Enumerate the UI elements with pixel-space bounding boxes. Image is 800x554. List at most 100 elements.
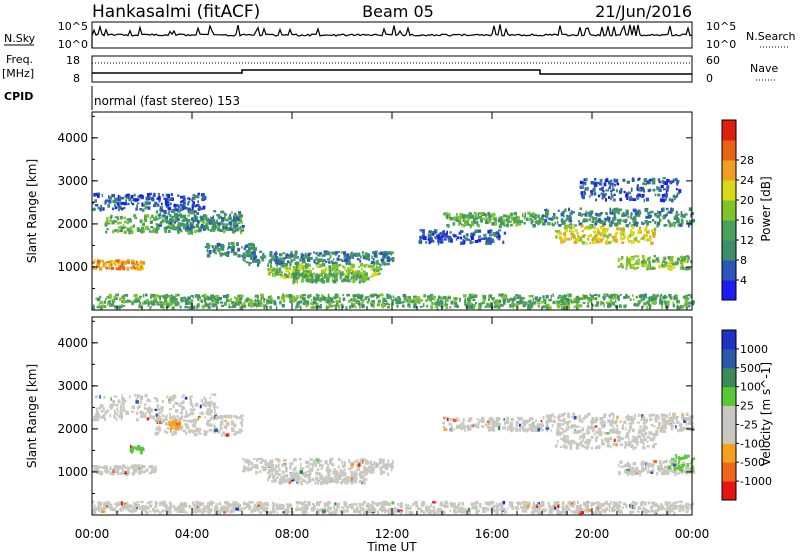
data-cell [469, 305, 473, 309]
data-cell [285, 467, 288, 471]
data-cell [228, 303, 231, 308]
data-cell [545, 419, 548, 424]
data-cell [220, 244, 225, 247]
data-cell [650, 463, 653, 467]
data-cell [335, 304, 338, 308]
data-cell [210, 393, 213, 396]
data-cell [512, 299, 515, 302]
data-cell [551, 224, 555, 227]
data-cell [136, 204, 138, 208]
data-cell [143, 414, 147, 418]
data-cell [394, 297, 398, 301]
data-cell [466, 424, 469, 428]
data-cell [209, 219, 213, 223]
data-cell [417, 297, 421, 302]
data-cell [615, 207, 619, 211]
data-cell [103, 262, 107, 265]
data-cell [241, 294, 244, 298]
nsearch-label: N.Search [746, 30, 796, 43]
data-cell [670, 467, 673, 470]
data-cell [439, 232, 442, 236]
data-cell [196, 305, 199, 309]
data-cell [149, 415, 153, 419]
data-cell [196, 204, 199, 207]
data-cell [315, 301, 317, 305]
data-cell [641, 467, 645, 471]
data-cell [565, 218, 568, 222]
data-cell [624, 441, 628, 445]
data-cell [548, 299, 551, 302]
data-cell [630, 470, 634, 475]
data-cell [644, 220, 649, 224]
data-cell [181, 400, 185, 404]
data-cell [631, 178, 635, 182]
data-cell [126, 267, 130, 271]
data-cell [101, 193, 104, 198]
data-cell [463, 215, 467, 219]
data-cell [666, 187, 669, 191]
data-cell [176, 402, 180, 406]
data-cell [204, 214, 208, 218]
data-cell [222, 223, 226, 226]
data-cell [603, 293, 606, 296]
data-cell [655, 257, 660, 261]
data-cell [690, 260, 693, 264]
data-cell [213, 221, 216, 225]
data-cell [213, 210, 217, 213]
data-cell [627, 296, 629, 299]
data-cell [156, 416, 159, 421]
data-cell [646, 230, 649, 234]
data-cell [134, 293, 138, 297]
data-cell [510, 422, 513, 425]
data-cell [97, 194, 100, 198]
data-cell [638, 470, 643, 473]
data-cell [307, 276, 311, 279]
data-cell [295, 478, 300, 483]
data-cell [95, 297, 98, 300]
data-cell [97, 470, 101, 473]
data-cell [367, 264, 370, 268]
data-cell [593, 230, 596, 234]
data-cell [562, 240, 565, 244]
data-cell [228, 306, 232, 309]
data-cell [217, 227, 220, 232]
data-cell [334, 251, 338, 255]
data-cell [618, 431, 621, 434]
data-cell [527, 303, 530, 308]
data-cell [604, 179, 609, 183]
data-cell [623, 235, 626, 239]
data-cell [268, 468, 272, 473]
data-cell [639, 425, 643, 429]
data-cell [343, 461, 346, 465]
data-cell [576, 303, 580, 308]
data-cell [136, 198, 140, 201]
data-cell [689, 418, 692, 422]
data-cell [664, 261, 668, 265]
data-cell [654, 419, 658, 423]
data-cell [137, 195, 140, 199]
data-cell [293, 458, 297, 462]
data-cell [321, 254, 325, 257]
data-cell [469, 215, 472, 218]
data-cell [217, 224, 219, 228]
data-cell [139, 219, 143, 224]
data-cell [159, 215, 161, 220]
data-cell [340, 473, 343, 477]
data-cell [629, 415, 633, 420]
data-cell [354, 473, 358, 476]
data-cell [462, 239, 465, 242]
data-cell [291, 475, 295, 479]
data-cell [622, 231, 625, 234]
data-cell [315, 256, 318, 261]
data-cell [494, 220, 497, 223]
data-cell [612, 293, 616, 298]
data-cell [640, 418, 644, 421]
data-cell [589, 210, 594, 215]
data-cell [501, 222, 504, 226]
data-cell [362, 280, 365, 283]
data-cell [653, 434, 656, 438]
data-cell [541, 424, 544, 427]
data-cell [163, 215, 167, 219]
data-cell [359, 473, 362, 478]
data-cell [631, 420, 634, 424]
